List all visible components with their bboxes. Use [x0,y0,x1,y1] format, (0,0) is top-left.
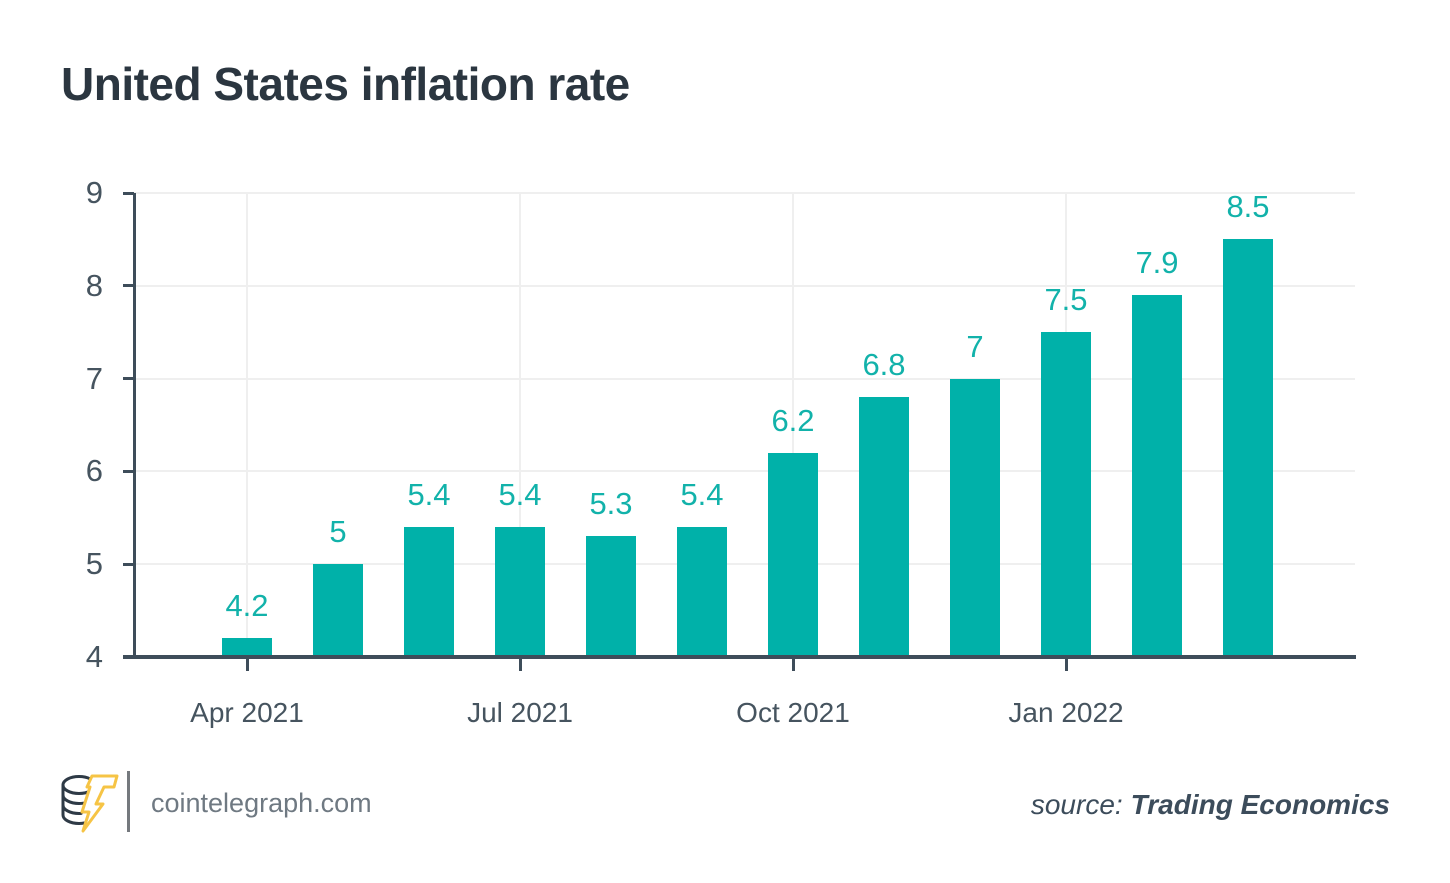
x-axis-tick [1064,657,1068,671]
source-label: source: [1030,789,1123,820]
y-axis-line [133,193,136,657]
y-axis-tick [123,377,134,381]
bar-aug-2021 [586,536,636,657]
bar-value-label: 5.4 [407,477,451,513]
y-axis-tick [123,562,134,566]
bar-value-label: 7 [966,328,984,364]
y-axis-tick [123,284,134,288]
bar-jul-2021 [495,527,545,657]
bar-may-2021 [313,564,363,657]
footer-site-url: cointelegraph.com [151,788,372,818]
bar-apr-2021 [222,638,272,657]
horizontal-gridline [134,192,1355,194]
y-axis-label: 8 [85,267,103,303]
horizontal-gridline [134,377,1355,380]
bar-value-label: 4.2 [225,588,269,624]
x-axis-tick [791,657,795,671]
bar-value-label: 5.3 [589,486,633,522]
horizontal-gridline [134,563,1355,566]
bar-nov-2021 [859,397,909,657]
x-axis-tick [245,657,249,671]
bar-sep-2021 [677,527,727,657]
bar-dec-2021 [950,378,1000,657]
y-axis-label: 6 [85,453,103,489]
horizontal-gridline [134,470,1355,473]
x-axis-label: Jan 2022 [1008,697,1124,728]
lightning-t-icon [80,774,119,833]
bar-value-label: 8.5 [1226,189,1270,225]
x-axis-label: Jul 2021 [467,697,573,728]
bar-feb-2022 [1132,295,1182,657]
bar-value-label: 6.2 [771,402,815,438]
x-axis-tick [518,657,522,671]
bar-value-label: 7.5 [1044,282,1088,318]
bar-mar-2022 [1223,239,1273,657]
bar-value-label: 5 [329,514,347,550]
y-axis-tick [123,469,134,473]
source-name: Trading Economics [1130,789,1390,820]
bar-value-label: 7.9 [1135,245,1179,281]
x-axis-label: Oct 2021 [736,697,850,728]
bar-oct-2021 [768,452,818,657]
footer-divider [127,771,130,832]
chart-source: source: Trading Economics [1031,789,1390,821]
bar-value-label: 6.8 [862,347,906,383]
x-axis-label: Apr 2021 [190,697,304,728]
cointelegraph-logo [56,769,120,840]
vertical-gridline [519,193,521,657]
bar-value-label: 5.4 [498,477,542,513]
x-axis-line [123,655,1356,659]
y-axis-tick [123,191,134,195]
vertical-gridline [246,193,248,657]
y-axis-label: 4 [85,639,103,674]
vertical-gridline [792,193,794,657]
y-axis-label: 9 [85,175,103,210]
bar-value-label: 5.4 [680,477,724,513]
bar-jun-2021 [404,527,454,657]
page-title: United States inflation rate [61,58,630,110]
y-axis-label: 7 [85,360,103,396]
y-axis-label: 5 [85,546,103,582]
bar-jan-2022 [1041,332,1091,657]
horizontal-gridline [134,284,1355,287]
